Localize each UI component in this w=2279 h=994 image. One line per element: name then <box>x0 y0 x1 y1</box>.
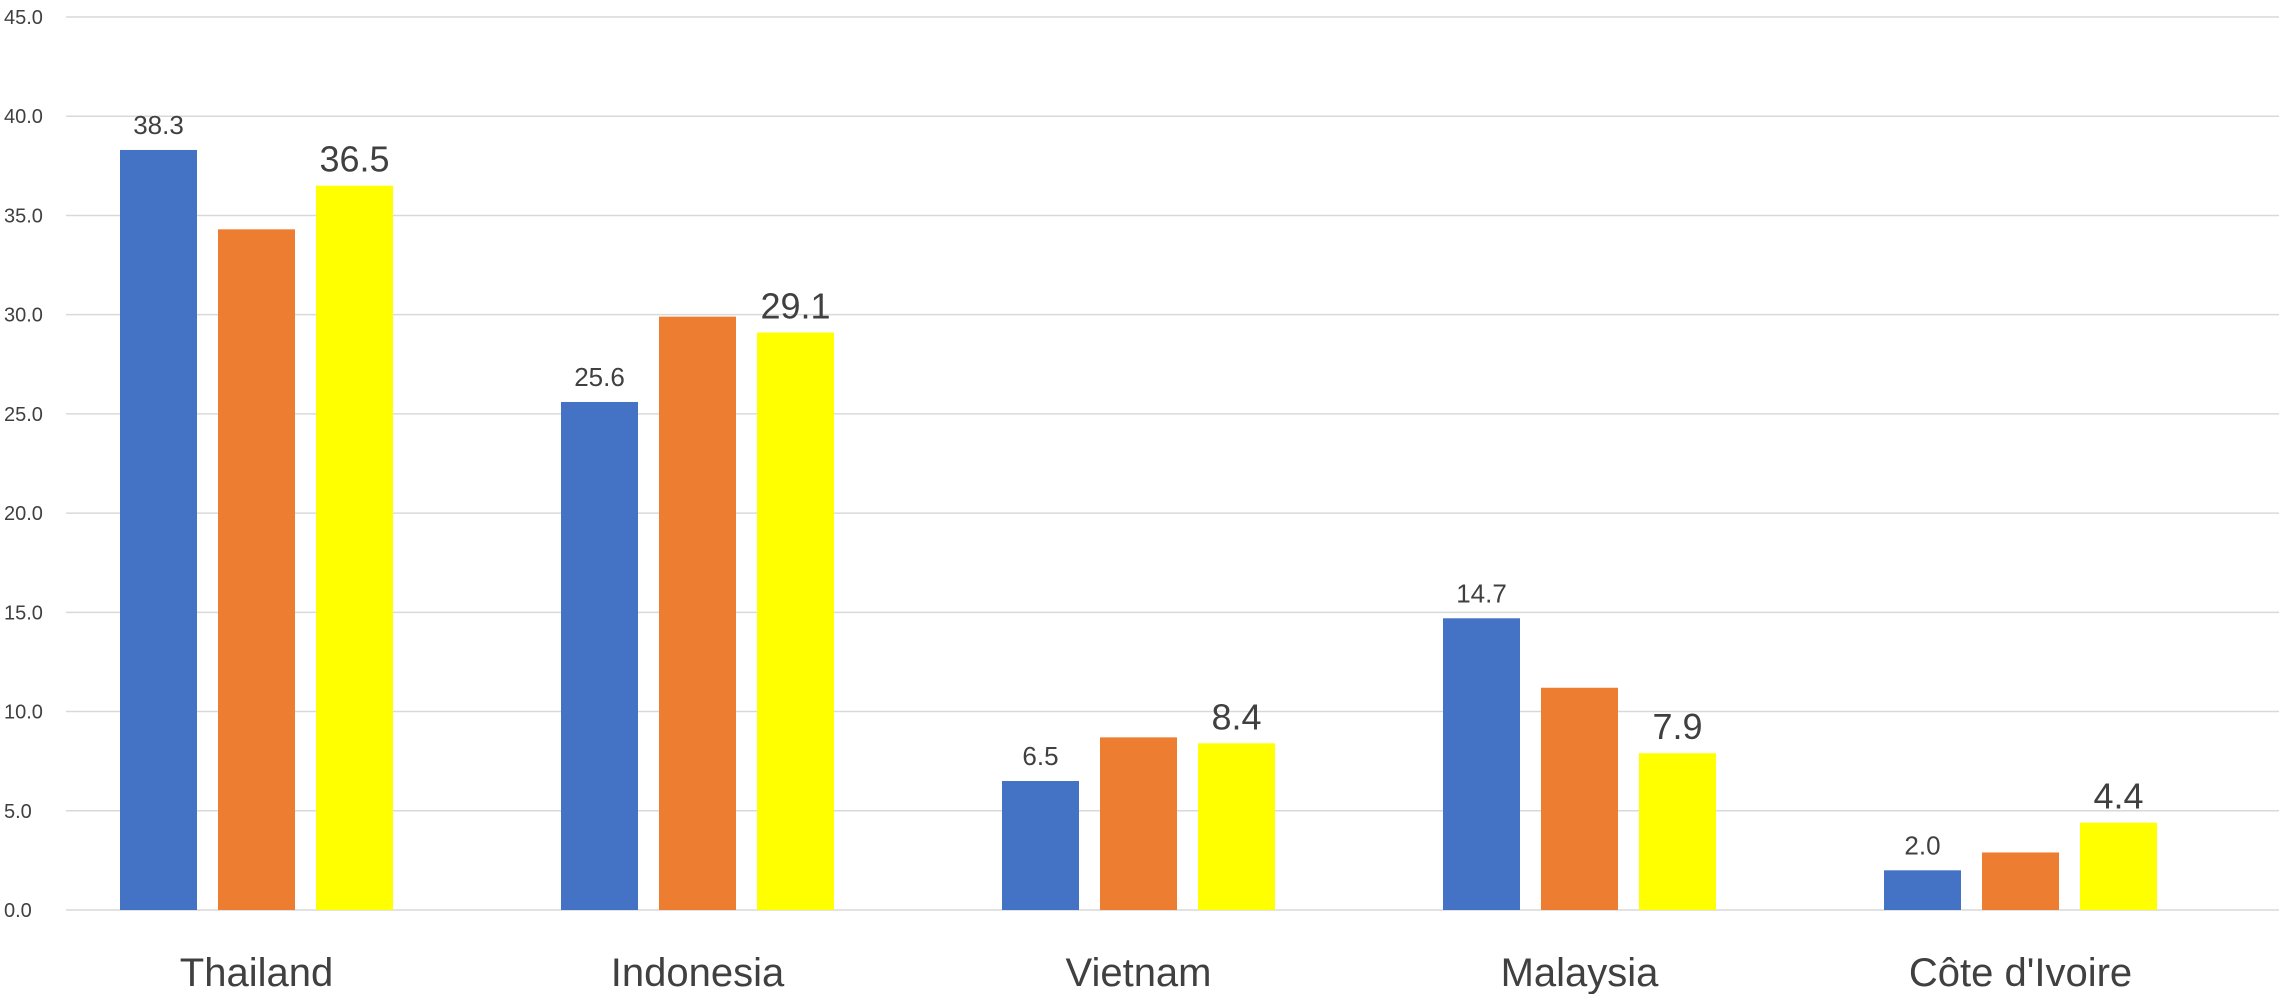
y-tick-label: 20.0 <box>4 503 43 525</box>
y-tick-label: 5.0 <box>4 801 32 823</box>
y-tick-label: 40.0 <box>4 106 43 128</box>
bar <box>1198 743 1275 910</box>
data-label: 14.7 <box>1456 578 1507 608</box>
bar <box>1639 753 1716 910</box>
bar <box>1884 870 1961 910</box>
bar <box>120 149 197 911</box>
x-tick-label: Malaysia <box>1501 951 1660 994</box>
data-label: 36.5 <box>319 139 389 180</box>
y-axis-tick-labels: 0.0 5.0 10.0 15.0 20.0 25.0 30.0 35.0 40.0 45.0 <box>4 7 43 922</box>
gridlines <box>66 16 2279 911</box>
data-label: 29.1 <box>760 286 830 327</box>
data-label: 7.9 <box>1652 706 1702 747</box>
x-tick-label: Vietnam <box>1065 951 1211 994</box>
data-labels: 38.3 25.6 6.5 14.7 2.0 36.5 29.1 8.4 7.9 4.4 <box>133 110 2143 860</box>
bar <box>1100 737 1177 910</box>
bars <box>120 149 2157 911</box>
y-tick-label: 25.0 <box>4 404 43 426</box>
bar <box>1541 687 1618 910</box>
y-tick-label: 15.0 <box>4 602 43 624</box>
x-tick-label: Côte d'Ivoire <box>1909 951 2132 994</box>
data-label: 4.4 <box>2093 776 2143 817</box>
bar <box>2080 822 2157 910</box>
bar <box>561 401 638 910</box>
bar <box>316 185 393 910</box>
y-tick-label: 30.0 <box>4 305 43 327</box>
y-tick-label: 35.0 <box>4 205 43 227</box>
y-tick-label: 10.0 <box>4 702 43 724</box>
bar <box>1443 618 1520 910</box>
bar <box>218 229 295 910</box>
x-tick-label: Indonesia <box>611 951 785 994</box>
bar <box>1002 781 1079 910</box>
data-label: 6.5 <box>1022 741 1058 771</box>
data-label: 2.0 <box>1904 830 1940 860</box>
y-tick-label: 0.0 <box>4 900 32 922</box>
data-label: 25.6 <box>574 362 625 392</box>
x-axis-category-labels: Thailand Indonesia Vietnam Malaysia Côte d'I… <box>180 951 2132 994</box>
y-tick-label: 45.0 <box>4 7 43 29</box>
bar <box>659 316 736 910</box>
bar <box>757 332 834 910</box>
data-label: 8.4 <box>1211 696 1261 737</box>
data-label: 38.3 <box>133 110 184 140</box>
bar <box>1982 852 2059 910</box>
x-tick-label: Thailand <box>180 951 333 994</box>
